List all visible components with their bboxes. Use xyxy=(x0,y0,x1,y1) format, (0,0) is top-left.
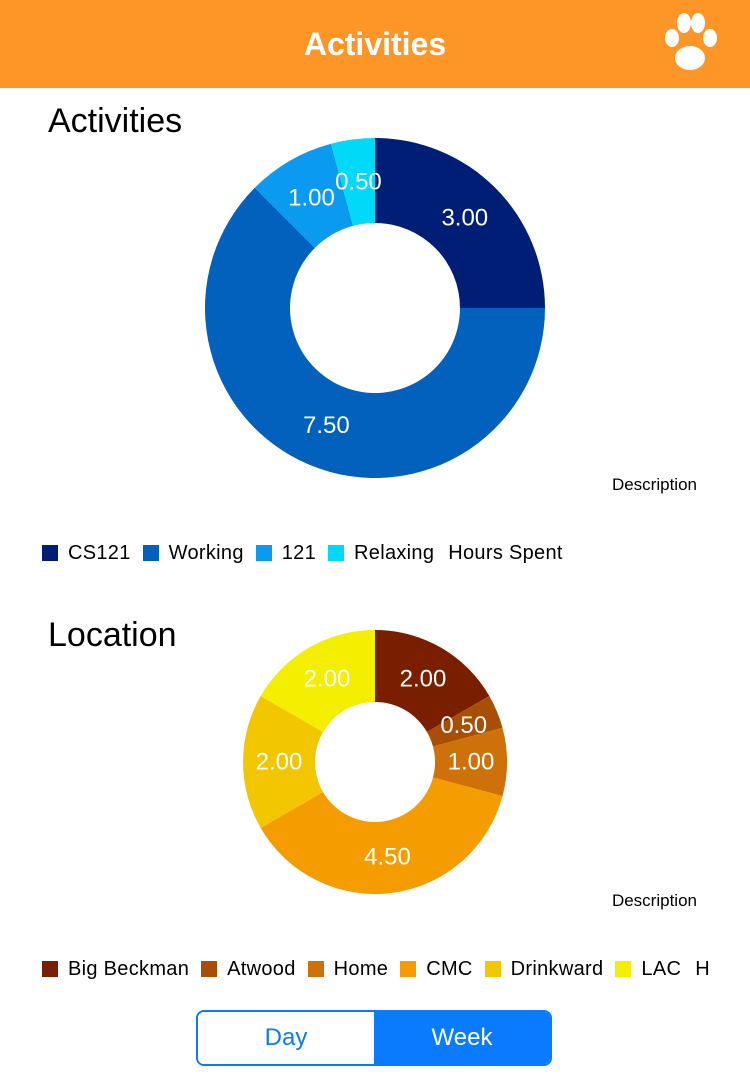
location-legend-label: LAC xyxy=(641,957,682,980)
location-legend-label: Drinkward xyxy=(510,957,604,980)
activities-legend: CS121 Working 121 Relaxing Hours Spent xyxy=(42,539,722,567)
location-slice-atwood[interactable] xyxy=(426,696,503,747)
location-slice-label: 2.00 xyxy=(304,665,351,692)
activities-slice-label: 1.00 xyxy=(288,185,335,212)
location-legend: Big Beckman Atwood Home CMC Drinkward LAC H xyxy=(42,955,722,983)
activities-donut-chart: 3.00 7.50 1.000.50 xyxy=(204,138,546,478)
activities-legend-item: 121 xyxy=(255,541,317,565)
activities-legend-item: Relaxing xyxy=(328,542,434,565)
location-legend-swatch xyxy=(400,961,417,977)
activities-slice-label: 7.50 xyxy=(303,412,350,439)
activities-slice-cs121[interactable] xyxy=(375,138,545,308)
activities-legend-label: Working xyxy=(168,541,244,564)
day-segment[interactable]: Day xyxy=(198,1012,374,1064)
location-legend-item: CMC xyxy=(400,958,472,981)
location-chart-description: Description xyxy=(611,891,697,910)
activities-slice-relaxing[interactable] xyxy=(331,138,375,226)
activities-legend-item: CS121 xyxy=(42,542,131,565)
day-week-segmented-control[interactable]: Day Week xyxy=(196,1010,552,1066)
activities-legend-swatch xyxy=(328,545,345,561)
location-legend-item: LAC xyxy=(615,958,681,981)
week-segment[interactable]: Week xyxy=(374,1012,550,1064)
location-legend-label: Home xyxy=(333,957,389,980)
activities-legend-label: CS121 xyxy=(68,541,131,564)
activities-slice-label: 3.00 xyxy=(441,205,488,232)
nav-title: Activities xyxy=(303,26,447,62)
location-slice-label: 1.00 xyxy=(448,749,495,776)
location-donut-chart: 2.000.501.004.502.002.00 xyxy=(243,630,507,894)
location-slice-big-beckman[interactable] xyxy=(375,630,490,732)
activities-legend-label: Relaxing xyxy=(354,541,435,564)
activities-legend-label: 121 xyxy=(281,541,317,564)
activities-legend-item: Working xyxy=(142,541,244,565)
nav-bar: Activities xyxy=(0,0,750,88)
activities-slice-121[interactable] xyxy=(254,143,354,248)
activities-chart-description: Description xyxy=(611,475,697,494)
location-legend-item: Atwood xyxy=(201,958,296,981)
location-legend-label: Big Beckman xyxy=(68,957,190,980)
location-slice-label: 2.00 xyxy=(400,665,447,692)
location-slice-label: 4.50 xyxy=(364,844,411,871)
location-legend-label: Atwood xyxy=(227,957,296,980)
location-legend-label: CMC xyxy=(426,957,473,980)
location-slice-lac[interactable] xyxy=(260,630,375,732)
activities-legend-swatch xyxy=(142,545,159,561)
location-legend-item: Home xyxy=(307,957,389,981)
activities-legend-series-name: Hours Spent xyxy=(448,541,563,564)
location-title: Location xyxy=(48,616,177,654)
location-legend-swatch xyxy=(42,961,58,977)
activities-legend-swatch xyxy=(255,545,272,561)
activities-legend-swatch xyxy=(42,545,58,561)
activities-slice-label: 0.50 xyxy=(335,169,382,196)
location-legend-item: Big Beckman xyxy=(42,958,189,981)
location-slice-label: 2.00 xyxy=(256,749,303,776)
location-legend-swatch xyxy=(307,961,324,977)
location-legend-series-name: H xyxy=(695,957,710,980)
location-legend-item: Drinkward xyxy=(484,957,604,981)
location-legend-swatch xyxy=(615,961,632,977)
activities-title: Activities xyxy=(48,102,183,140)
location-slice-drinkward[interactable] xyxy=(243,696,324,828)
location-legend-swatch xyxy=(201,961,218,977)
location-legend-swatch xyxy=(484,961,501,977)
activities-slice-working[interactable] xyxy=(204,187,546,478)
location-slice-cmc[interactable] xyxy=(260,777,503,894)
location-slice-home[interactable] xyxy=(432,727,507,797)
paw-icon[interactable] xyxy=(660,10,720,76)
